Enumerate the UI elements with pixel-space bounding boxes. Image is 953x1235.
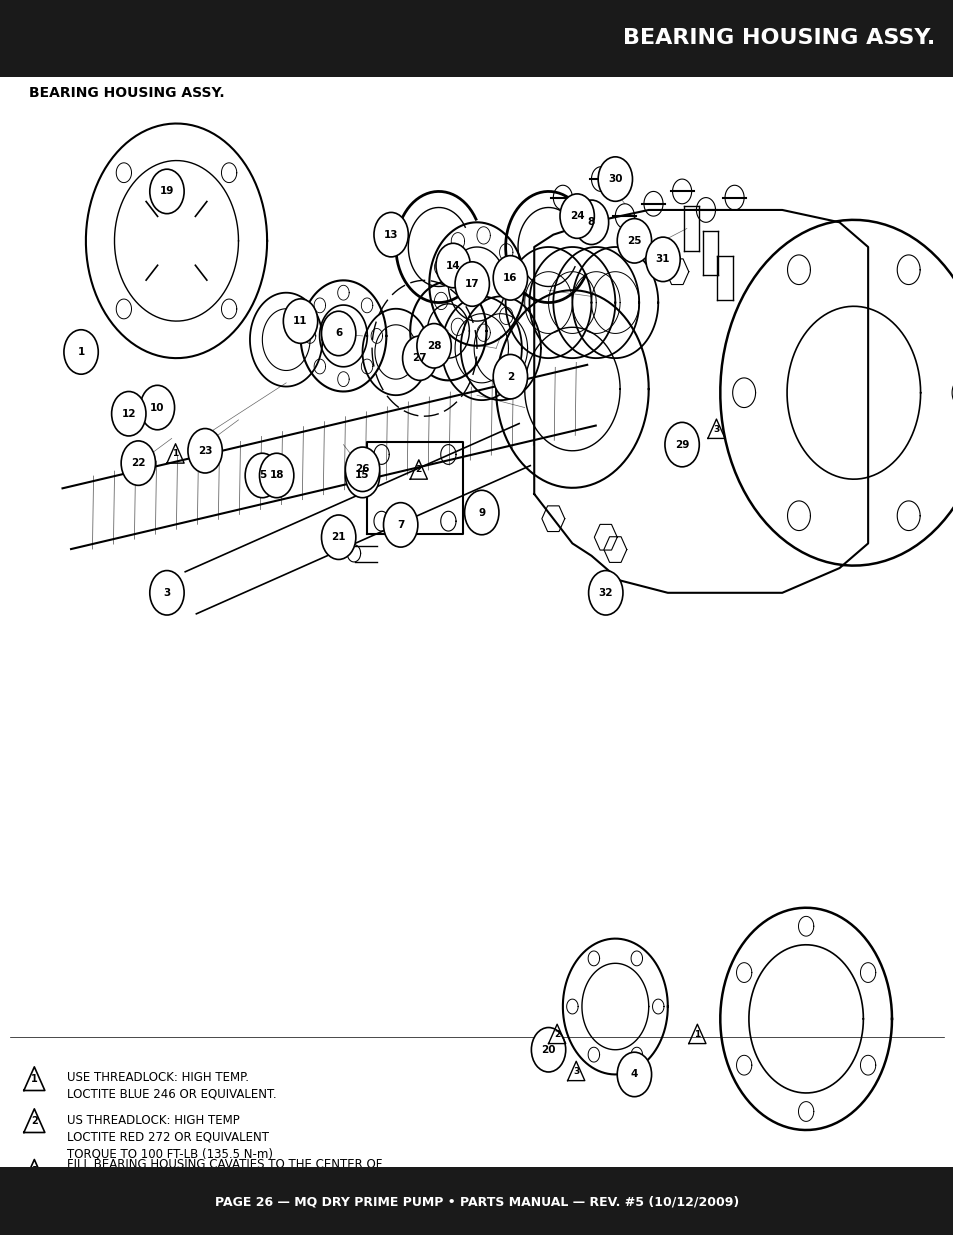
Text: 25: 25 xyxy=(626,236,641,246)
Circle shape xyxy=(617,219,651,263)
Circle shape xyxy=(321,311,355,356)
Text: 30: 30 xyxy=(607,174,622,184)
Circle shape xyxy=(402,336,436,380)
Text: 17: 17 xyxy=(464,279,479,289)
Text: 20: 20 xyxy=(540,1045,556,1055)
Circle shape xyxy=(598,157,632,201)
Text: US THREADLOCK: HIGH TEMP
LOCTITE RED 272 OR EQUIVALENT
TORQUE TO 100 FT-LB (135.: US THREADLOCK: HIGH TEMP LOCTITE RED 272… xyxy=(67,1114,273,1161)
Circle shape xyxy=(283,299,317,343)
Text: 2: 2 xyxy=(554,1030,559,1039)
Text: 31: 31 xyxy=(655,254,670,264)
FancyBboxPatch shape xyxy=(0,1167,953,1235)
Text: 5: 5 xyxy=(258,471,266,480)
Text: USE THREADLOCK: HIGH TEMP.
LOCTITE BLUE 246 OR EQUIVALENT.: USE THREADLOCK: HIGH TEMP. LOCTITE BLUE … xyxy=(67,1071,276,1100)
Circle shape xyxy=(383,503,417,547)
Circle shape xyxy=(493,354,527,399)
Circle shape xyxy=(588,571,622,615)
Circle shape xyxy=(245,453,279,498)
Text: 2: 2 xyxy=(416,466,421,474)
Circle shape xyxy=(416,324,451,368)
Text: BEARING HOUSING ASSY.: BEARING HOUSING ASSY. xyxy=(622,28,934,48)
Circle shape xyxy=(574,200,608,245)
Circle shape xyxy=(617,1052,651,1097)
Text: 1: 1 xyxy=(694,1030,700,1039)
Text: 9: 9 xyxy=(477,508,485,517)
Circle shape xyxy=(121,441,155,485)
Text: 3: 3 xyxy=(30,1166,38,1176)
Text: 4: 4 xyxy=(630,1070,638,1079)
Text: 22: 22 xyxy=(131,458,146,468)
Text: 14: 14 xyxy=(445,261,460,270)
Text: 18: 18 xyxy=(269,471,284,480)
Circle shape xyxy=(645,237,679,282)
Text: 12: 12 xyxy=(121,409,136,419)
Text: 8: 8 xyxy=(587,217,595,227)
Circle shape xyxy=(464,490,498,535)
Text: 28: 28 xyxy=(426,341,441,351)
Circle shape xyxy=(345,453,379,498)
Text: 32: 32 xyxy=(598,588,613,598)
Circle shape xyxy=(493,256,527,300)
Text: 2: 2 xyxy=(30,1115,38,1126)
Text: 19: 19 xyxy=(159,186,174,196)
Text: 16: 16 xyxy=(502,273,517,283)
Text: 24: 24 xyxy=(569,211,584,221)
Text: 6: 6 xyxy=(335,329,342,338)
FancyBboxPatch shape xyxy=(0,0,953,77)
Text: 15: 15 xyxy=(355,471,370,480)
Text: 23: 23 xyxy=(197,446,213,456)
Text: 10: 10 xyxy=(150,403,165,412)
Circle shape xyxy=(664,422,699,467)
Text: 21: 21 xyxy=(331,532,346,542)
Circle shape xyxy=(140,385,174,430)
Text: 3: 3 xyxy=(573,1067,578,1076)
Circle shape xyxy=(374,212,408,257)
Circle shape xyxy=(436,243,470,288)
Text: BEARING HOUSING ASSY.: BEARING HOUSING ASSY. xyxy=(29,85,224,100)
Text: 1: 1 xyxy=(77,347,85,357)
Circle shape xyxy=(259,453,294,498)
Text: 3: 3 xyxy=(713,425,719,433)
Circle shape xyxy=(112,391,146,436)
Circle shape xyxy=(188,429,222,473)
Circle shape xyxy=(150,169,184,214)
Circle shape xyxy=(559,194,594,238)
Text: 26: 26 xyxy=(355,464,370,474)
Text: 29: 29 xyxy=(674,440,689,450)
Circle shape xyxy=(64,330,98,374)
Circle shape xyxy=(455,262,489,306)
Text: 2: 2 xyxy=(506,372,514,382)
Text: 7: 7 xyxy=(396,520,404,530)
Text: 27: 27 xyxy=(412,353,427,363)
Text: 1: 1 xyxy=(172,450,178,458)
Circle shape xyxy=(150,571,184,615)
Text: PAGE 26 — MQ DRY PRIME PUMP • PARTS MANUAL — REV. #5 (10/12/2009): PAGE 26 — MQ DRY PRIME PUMP • PARTS MANU… xyxy=(214,1195,739,1208)
Text: 1: 1 xyxy=(30,1073,38,1084)
Circle shape xyxy=(531,1028,565,1072)
Text: 11: 11 xyxy=(293,316,308,326)
Text: 3: 3 xyxy=(163,588,171,598)
Circle shape xyxy=(345,447,379,492)
Text: FILL BEARING HOUSING CAVATIES TO THE CENTER OF
SIGHTGLASS. FILL WITH P\N 60078 O: FILL BEARING HOUSING CAVATIES TO THE CEN… xyxy=(67,1158,383,1205)
Text: 13: 13 xyxy=(383,230,398,240)
Circle shape xyxy=(321,515,355,559)
